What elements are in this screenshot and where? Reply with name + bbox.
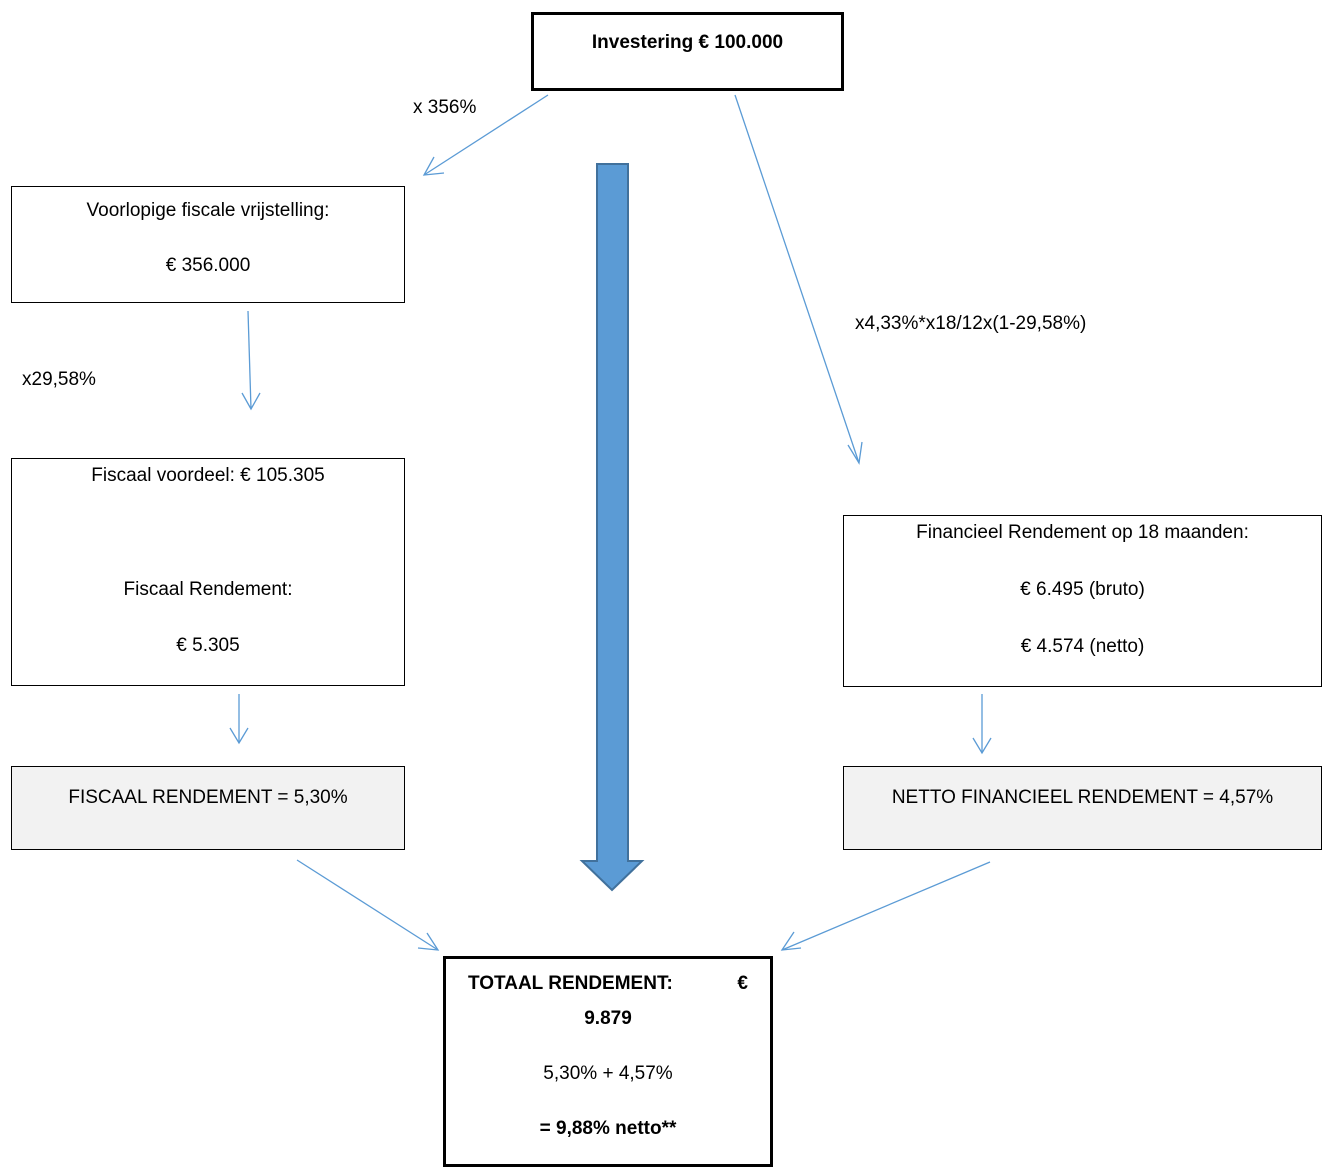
label-times-2958: x29,58% — [22, 369, 96, 390]
arrow-fiscal-return-to-total — [296, 859, 440, 951]
exemption-amount: € 356.000 — [165, 255, 251, 276]
fiscal-return-percentage: FISCAAL RENDEMENT = 5,30% — [68, 787, 348, 808]
financial-gross-amount: € 6.495 (bruto) — [1020, 579, 1145, 600]
fiscal-return-amount: € 5.305 — [176, 635, 240, 656]
big-down-arrow — [579, 163, 645, 892]
net-financial-return-box: NETTO FINANCIEEL RENDEMENT = 4,57% — [843, 766, 1322, 850]
fiscal-return-title: Fiscaal Rendement: — [123, 579, 293, 600]
financial-return-box: Financieel Rendement op 18 maanden: € 6.… — [843, 515, 1322, 687]
arrow-investment-to-financial — [734, 94, 863, 465]
investment-box: Investering € 100.000 — [531, 12, 844, 91]
fiscal-advantage-label: Fiscaal voordeel: € 105.305 — [91, 465, 325, 486]
financial-net-amount: € 4.574 (netto) — [1020, 636, 1145, 657]
arrow-investment-to-exemption — [422, 94, 549, 176]
investment-label: Investering € 100.000 — [591, 32, 784, 53]
financial-return-title: Financieel Rendement op 18 maanden: — [916, 522, 1249, 543]
label-financial-formula: x4,33%*x18/12x(1-29,58%) — [855, 313, 1087, 334]
label-times-356: x 356% — [413, 97, 477, 118]
fiscal-advantage-box: Fiscaal voordeel: € 105.305 Fiscaal Rend… — [11, 458, 405, 686]
total-return-result: = 9,88% netto** — [539, 1118, 677, 1139]
arrow-exemption-to-fiscal — [241, 310, 261, 411]
exemption-box: Voorlopige fiscale vrijstelling: € 356.0… — [11, 186, 405, 303]
net-financial-return-percentage: NETTO FINANCIEEL RENDEMENT = 4,57% — [891, 787, 1274, 808]
total-return-amount: 9.879 — [584, 1008, 632, 1029]
total-return-title-text: TOTAAL RENDEMENT: — [468, 973, 673, 994]
arrow-financial-to-financial-return — [972, 694, 992, 755]
fiscal-return-box: FISCAAL RENDEMENT = 5,30% — [11, 766, 405, 850]
total-return-sum: 5,30% + 4,57% — [543, 1063, 673, 1084]
total-return-euro: € — [737, 973, 748, 994]
arrow-fiscal-to-fiscal-return — [229, 694, 249, 745]
total-return-box: TOTAAL RENDEMENT: € 9.879 5,30% + 4,57% … — [443, 956, 773, 1167]
total-return-title: TOTAAL RENDEMENT: — [468, 973, 748, 996]
arrow-financial-return-to-total — [780, 861, 991, 951]
exemption-title: Voorlopige fiscale vrijstelling: — [86, 200, 330, 221]
